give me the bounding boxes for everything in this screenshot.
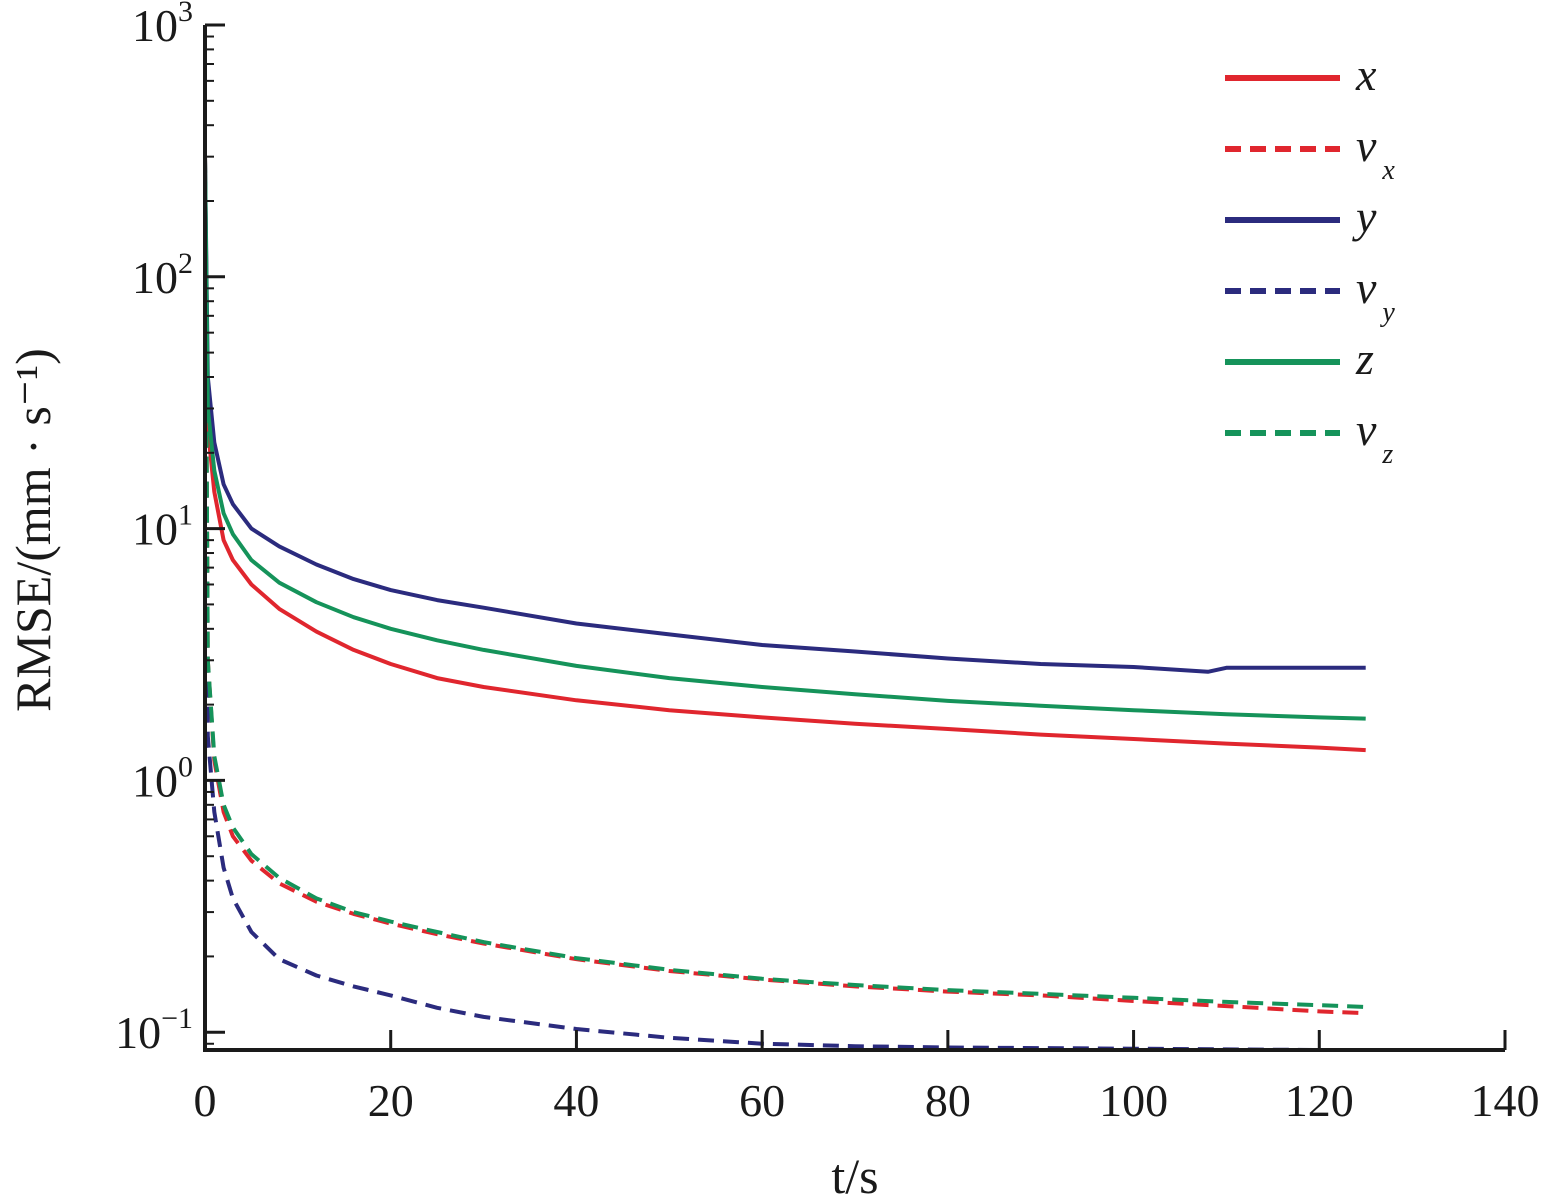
series-line-v-z bbox=[203, 156, 1366, 1009]
y-tick-label: 102 bbox=[132, 247, 193, 303]
x-tick-label: 140 bbox=[1471, 1075, 1540, 1126]
y-axis-title: RMSE/(mm · s⁻¹) bbox=[5, 348, 61, 712]
y-tick-label: 100 bbox=[132, 750, 193, 806]
x-tick-label: 120 bbox=[1285, 1075, 1354, 1126]
y-ticks: 10−1 100 101 102 103 bbox=[115, 0, 225, 1058]
y-tick-label: 101 bbox=[132, 499, 193, 555]
x-tick-label: 40 bbox=[553, 1075, 599, 1126]
legend-label: z bbox=[1355, 333, 1374, 384]
series-line-x bbox=[203, 156, 1366, 753]
x-tick-label: 0 bbox=[194, 1075, 217, 1126]
x-tick-label: 100 bbox=[1099, 1075, 1168, 1126]
x-tick-label: 80 bbox=[925, 1075, 971, 1126]
axes bbox=[203, 25, 1505, 1052]
legend-label: y bbox=[1352, 191, 1377, 242]
series-line-v-y bbox=[203, 156, 1366, 1052]
x-tick-label: 60 bbox=[739, 1075, 785, 1126]
series-layer bbox=[203, 156, 1366, 1052]
y-tick-label: 10−1 bbox=[115, 1002, 193, 1058]
legend: x v xy v yz v z bbox=[1225, 49, 1395, 470]
legend-label: x bbox=[1355, 49, 1377, 100]
series-line-z bbox=[203, 156, 1366, 721]
x-tick-label: 20 bbox=[368, 1075, 414, 1126]
x-axis-title: t/s bbox=[831, 1148, 878, 1203]
x-ticks: 0 20 40 60 80 100 120 140 bbox=[194, 1030, 1540, 1126]
y-tick-label: 103 bbox=[132, 0, 193, 51]
series-line-y bbox=[203, 156, 1366, 674]
